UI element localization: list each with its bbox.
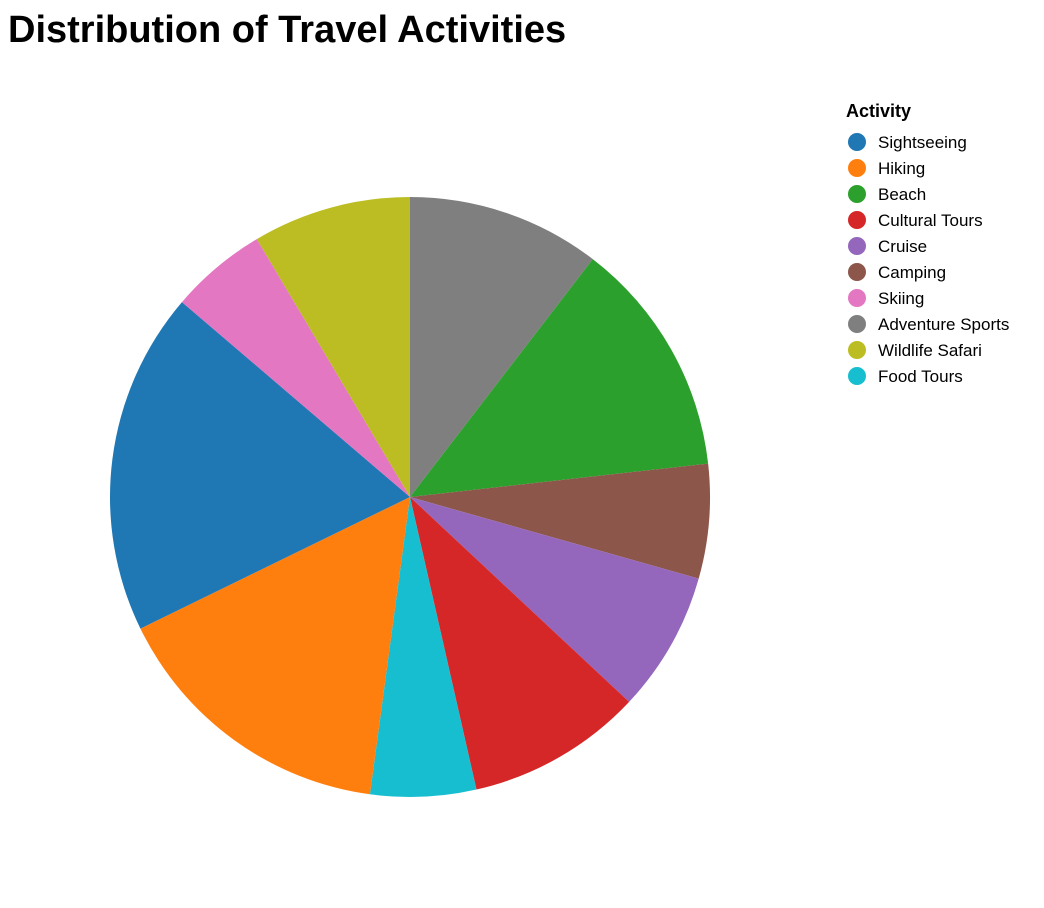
- legend-swatch-adventure-sports: [848, 315, 866, 333]
- pie-slice-adventure-sports: [410, 197, 593, 497]
- legend-label-cruise: Cruise: [878, 237, 927, 256]
- pie-slice-skiing: [181, 239, 410, 497]
- legend-label-cultural-tours: Cultural Tours: [878, 211, 983, 230]
- pie-slice-sightseeing: [110, 302, 410, 629]
- legend-swatch-wildlife-safari: [848, 341, 866, 359]
- legend-title: Activity: [846, 101, 911, 121]
- pie-slice-cruise: [410, 497, 699, 702]
- legend-swatch-cruise: [848, 237, 866, 255]
- legend-swatch-sightseeing: [848, 133, 866, 151]
- chart-title: Distribution of Travel Activities: [8, 9, 566, 51]
- legend-label-beach: Beach: [878, 185, 926, 204]
- legend-swatch-food-tours: [848, 367, 866, 385]
- legend-swatch-beach: [848, 185, 866, 203]
- legend-swatch-cultural-tours: [848, 211, 866, 229]
- legend-label-wildlife-safari: Wildlife Safari: [878, 341, 982, 360]
- legend-swatch-hiking: [848, 159, 866, 177]
- pie-slice-hiking: [140, 497, 410, 795]
- legend: Activity Sightseeing Hiking Beach Cultural …: [846, 101, 1009, 386]
- pie-slice-beach: [410, 259, 709, 497]
- legend-label-adventure-sports: Adventure Sports: [878, 315, 1009, 334]
- pie-slice-camping: [410, 463, 710, 579]
- legend-label-hiking: Hiking: [878, 159, 925, 178]
- legend-label-skiing: Skiing: [878, 289, 924, 308]
- legend-label-camping: Camping: [878, 263, 946, 282]
- pie-slice-wildlife-safari: [256, 197, 410, 497]
- pie-slice-food-tours: [369, 497, 477, 798]
- legend-label-sightseeing: Sightseeing: [878, 133, 967, 152]
- legend-label-food-tours: Food Tours: [878, 367, 963, 386]
- legend-swatch-camping: [848, 263, 866, 281]
- legend-swatch-skiing: [848, 289, 866, 307]
- pie-slices: [110, 197, 710, 798]
- pie-slice-cultural-tours: [410, 497, 630, 790]
